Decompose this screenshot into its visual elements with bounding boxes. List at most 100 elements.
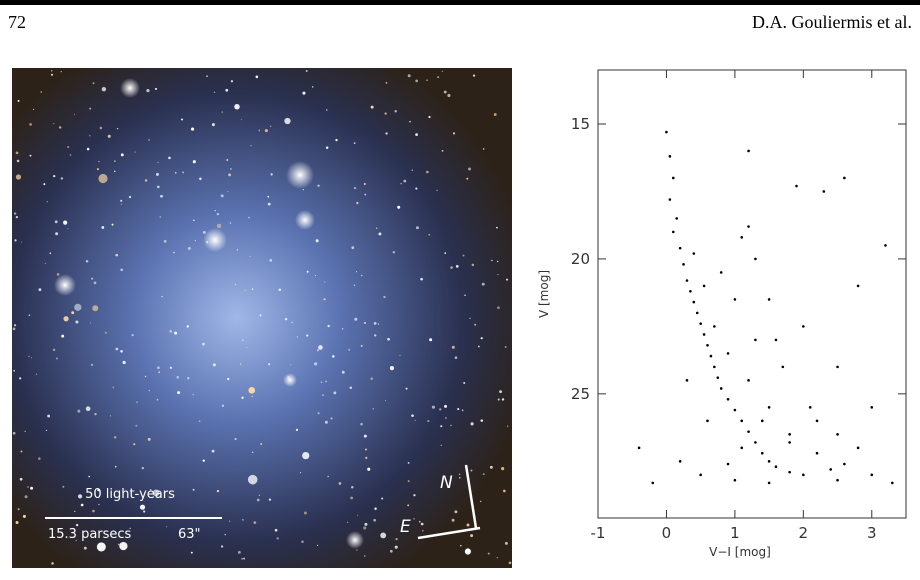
- star: [503, 490, 506, 493]
- star: [497, 274, 498, 275]
- star: [120, 350, 122, 352]
- star: [160, 216, 161, 217]
- star: [74, 304, 81, 311]
- star: [14, 324, 16, 326]
- star: [90, 322, 91, 323]
- star: [24, 431, 25, 432]
- data-point: [816, 420, 819, 423]
- star: [260, 443, 262, 445]
- star: [302, 452, 309, 459]
- star: [265, 129, 268, 132]
- x-tick-label: -1: [591, 524, 606, 542]
- star: [134, 152, 135, 153]
- star: [228, 173, 231, 176]
- star: [174, 332, 177, 335]
- star: [270, 126, 271, 127]
- star: [442, 150, 444, 152]
- star: [212, 123, 215, 126]
- star: [483, 148, 485, 150]
- star: [212, 450, 215, 453]
- data-point: [703, 285, 706, 288]
- star: [20, 478, 23, 481]
- star: [240, 363, 241, 364]
- star: [56, 357, 58, 359]
- star: [193, 489, 195, 491]
- star: [464, 295, 465, 296]
- star: [367, 468, 370, 471]
- star: [199, 420, 201, 422]
- star: [275, 529, 278, 532]
- data-point: [768, 406, 771, 409]
- data-point: [754, 258, 757, 261]
- star: [351, 246, 354, 249]
- data-point: [727, 463, 730, 466]
- star: [241, 558, 242, 559]
- star: [36, 374, 37, 375]
- star: [55, 232, 58, 235]
- star: [92, 510, 95, 513]
- star: [86, 406, 91, 411]
- star: [507, 425, 508, 426]
- star: [101, 226, 104, 229]
- data-point: [754, 339, 757, 342]
- star: [120, 269, 122, 271]
- star: [92, 305, 98, 311]
- star: [129, 196, 131, 198]
- star: [360, 423, 363, 426]
- star: [61, 71, 62, 72]
- star: [67, 146, 69, 148]
- star: [155, 88, 157, 90]
- star: [157, 399, 159, 401]
- star: [187, 325, 189, 327]
- star: [132, 334, 134, 336]
- star: [221, 545, 223, 547]
- star: [324, 281, 325, 282]
- star: [181, 118, 183, 120]
- star: [472, 264, 475, 267]
- star: [43, 183, 45, 185]
- star: [326, 147, 328, 149]
- bright-star: [346, 531, 364, 549]
- star: [98, 174, 107, 183]
- star: [27, 486, 29, 488]
- star: [202, 343, 205, 346]
- star: [221, 111, 222, 112]
- star: [241, 397, 243, 399]
- star: [252, 452, 253, 453]
- star: [213, 363, 216, 366]
- star: [206, 75, 208, 77]
- star: [317, 545, 318, 546]
- star: [248, 387, 255, 394]
- data-point: [740, 420, 743, 423]
- data-point: [747, 150, 750, 153]
- star: [256, 76, 259, 79]
- plot-frame: [598, 70, 906, 518]
- star: [57, 273, 60, 276]
- star: [408, 480, 410, 482]
- star: [14, 212, 16, 214]
- star: [470, 534, 473, 537]
- star: [413, 518, 414, 519]
- star: [86, 260, 89, 263]
- star: [428, 116, 430, 118]
- star: [241, 119, 242, 120]
- star: [250, 145, 251, 146]
- star: [441, 445, 442, 446]
- bright-star: [203, 228, 227, 252]
- star: [361, 275, 363, 277]
- scale-light-years: 50 light-years: [85, 487, 175, 502]
- star: [29, 314, 31, 316]
- star: [467, 524, 470, 527]
- star: [112, 387, 114, 389]
- star: [76, 524, 78, 526]
- star: [457, 408, 459, 410]
- star: [225, 534, 226, 535]
- star: [413, 494, 415, 496]
- star: [215, 210, 216, 211]
- star: [74, 114, 75, 115]
- star: [357, 515, 358, 516]
- star: [333, 391, 336, 394]
- star: [462, 409, 464, 411]
- page-canvas: 72 D.A. Gouliermis et al. 50 light-years…: [0, 0, 920, 580]
- star: [166, 526, 167, 527]
